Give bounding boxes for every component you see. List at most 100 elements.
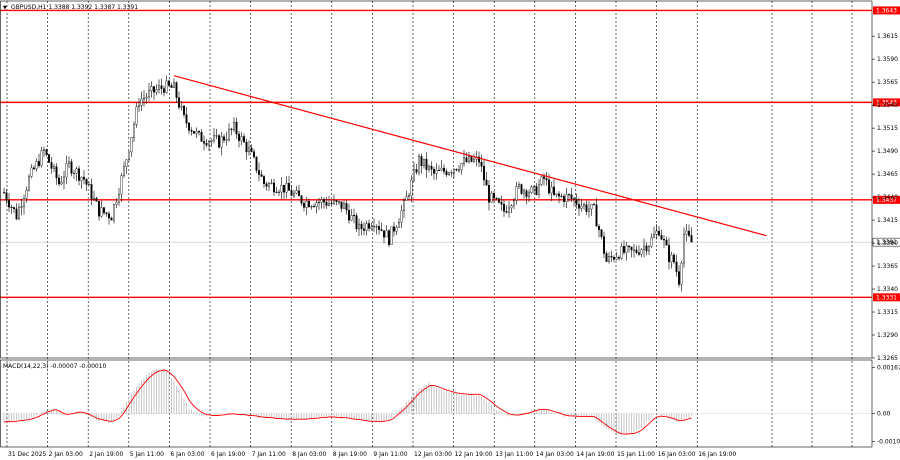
candle-body [335,200,338,202]
candle-body [483,166,486,181]
candle-body [200,131,203,142]
candle-body [365,223,368,231]
candle-body [220,136,223,148]
candle-body [490,192,493,203]
level-price-label: 1.3643 [876,7,897,14]
candle-body [515,186,518,201]
current-price-label: 1.3391 [876,239,897,246]
candle-body [325,201,328,206]
level-price-tag [873,195,900,204]
descending-trendline[interactable] [173,75,767,237]
candle-body [425,158,428,170]
y-tick-label: 1.3365 [877,263,898,270]
candle-body [263,176,266,184]
x-tick-label: 8 Jan 03:00 [292,451,326,458]
candle-body [290,190,293,196]
x-tick-label: 16 Jan 03:00 [658,451,696,458]
candle-body [318,202,321,204]
macd-info-label: MACD(14,22,3) -0.00007 -0.00010 [3,363,107,370]
y-tick-label: 1.3565 [877,79,898,86]
candle-body [448,172,451,175]
candle-body [5,192,8,201]
candle-body [130,137,133,153]
candle-body [215,135,218,137]
candle-body [645,245,648,252]
candle-body [350,214,353,221]
candle-body [388,230,391,245]
candle-body [675,261,678,272]
candle-body [150,86,153,91]
y-tick-label: 1.3340 [877,286,898,293]
candle-body [650,237,653,247]
macd-y-tick-label: -0.00101 [877,439,900,446]
candle-body [408,195,411,197]
collapse-triangle-icon[interactable]: ▼ [3,5,7,11]
candle-body [202,141,205,144]
candle-body [65,163,68,178]
symbol-info-label: GBPUSD,H1 1.3388 1.3392 1.3387 1.3391 [11,4,138,11]
candle-body [520,184,523,194]
candle-body [658,230,661,236]
candle-body [155,89,158,93]
candle-body [450,172,453,174]
candle-body [172,82,175,88]
candle-body [613,257,616,260]
macd-panel [0,368,872,436]
candle-body [107,213,110,219]
candle-body [30,167,33,177]
candle-body [175,82,178,98]
candle-body [207,141,210,146]
candle-body [167,80,170,86]
candle-body [268,183,271,187]
candle-body [438,169,441,171]
candle-body [435,169,438,174]
candle-body [610,255,613,258]
candle-body [660,235,663,240]
candle-body [170,85,173,88]
candle-body [430,165,433,170]
candle-body [182,105,185,115]
candle-body [468,156,471,163]
candle-body [225,139,228,141]
candle-body [623,246,626,253]
candle-body [638,252,641,255]
x-tick-label: 14 Jan 19:00 [576,451,614,458]
candle-body [528,192,531,197]
candle-body [463,157,466,164]
candle-body [303,203,306,208]
candle-body [343,203,346,209]
candle-body [525,190,528,197]
candle-body [510,205,513,209]
candle-body [443,167,446,172]
horizontal-levels[interactable]: 1.3643 1.3543 1.3437 1.3331 1.3391 [0,6,900,302]
candle-body [323,199,326,203]
x-tick-label: 12 Jan 19:00 [455,451,493,458]
candle-body [320,199,323,203]
candle-body [197,130,200,133]
candle-body [688,230,691,236]
candle-body [345,203,348,211]
candle-body [60,181,63,185]
candle-body [523,190,526,194]
trendline-layer[interactable] [173,75,767,237]
candle-body [415,169,418,173]
candle-body [122,166,125,176]
candle-body [500,202,503,205]
candle-body [348,209,351,221]
candle-body [513,200,516,206]
candle-body [470,156,473,162]
candle-body [445,171,448,175]
candle-body [240,136,243,141]
candle-body [100,207,103,217]
candle-body [400,210,403,223]
candle-body [595,204,598,227]
candle-body [125,159,128,167]
y-tick-label: 1.3390 [877,240,898,247]
candle-body [92,197,95,200]
candle-body [195,130,198,134]
candle-body [678,271,681,285]
candle-body [378,226,381,230]
candle-body [38,161,41,166]
